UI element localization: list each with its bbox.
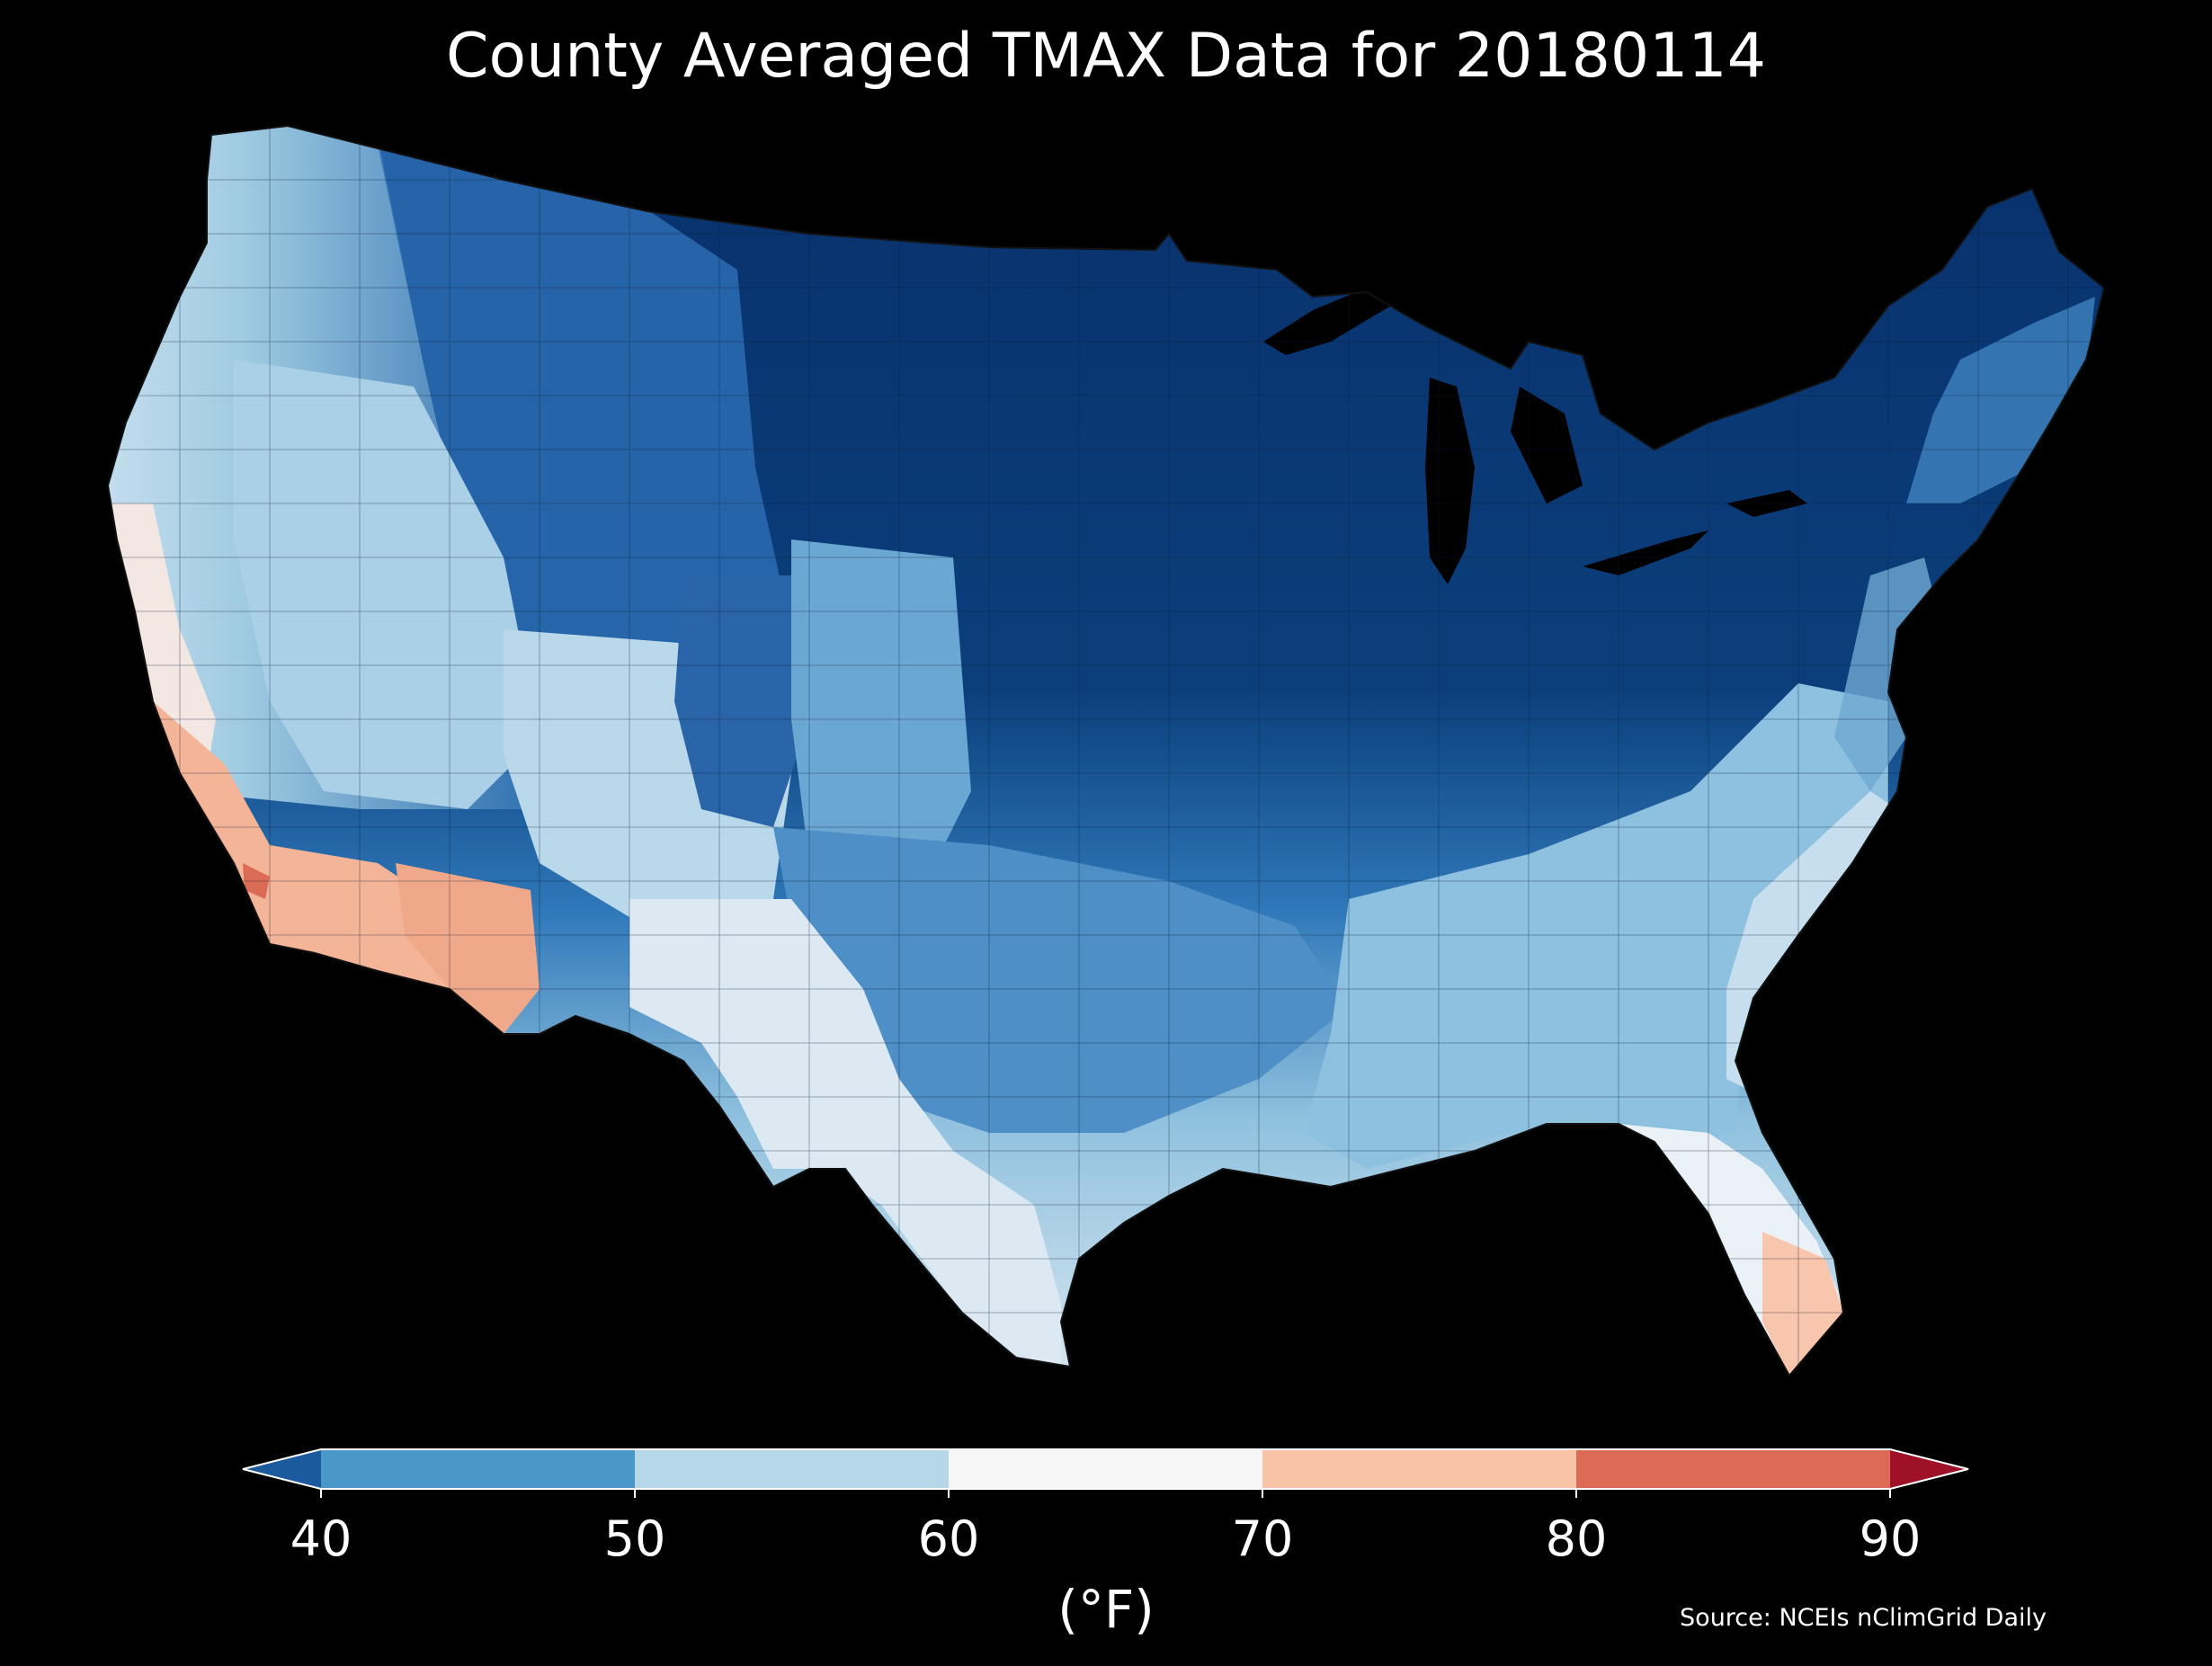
- region-rocky-front: [674, 575, 809, 827]
- colorbar-unit-label: (°F): [1057, 1579, 1155, 1640]
- region-new-england-coast: [1906, 297, 2095, 503]
- colorbar-over-extend: [1890, 1449, 1968, 1489]
- colorbar: 40 50 60 70 80 90: [242, 1448, 1969, 1567]
- county-borders: [108, 126, 2104, 1376]
- choropleth-map: [108, 126, 2104, 1376]
- region-texas-southwest: [629, 899, 1061, 1367]
- lake-ontario: [1726, 490, 1807, 517]
- colorbar-tick-label: 70: [1232, 1510, 1294, 1567]
- colorbar-tick-label: 90: [1860, 1510, 1922, 1567]
- region-la-hotspot: [243, 863, 270, 899]
- colorbar-tick-label: 60: [918, 1510, 980, 1567]
- region-arizona-low-desert: [396, 863, 540, 1034]
- colorbar-under-extend: [243, 1449, 321, 1489]
- source-label: Source: NCEIs nClimGrid Daily: [1680, 1604, 2047, 1632]
- region-great-basin: [234, 360, 540, 809]
- colorbar-bin-60-70: [949, 1449, 1262, 1489]
- colorbar-bin-50-60: [635, 1449, 949, 1489]
- lake-erie: [1583, 530, 1708, 575]
- region-high-plains: [791, 539, 971, 863]
- colorbar-tick-label: 80: [1546, 1510, 1608, 1567]
- colorbar-bin-80-90: [1576, 1449, 1890, 1489]
- lake-huron: [1511, 387, 1583, 503]
- lake-superior: [1263, 288, 1407, 355]
- great-lakes: [1263, 288, 1807, 584]
- colorbar-bin-70-80: [1262, 1449, 1576, 1489]
- region-california-coast: [108, 503, 216, 773]
- lake-michigan: [1425, 378, 1475, 584]
- colorbar-bin-40-50: [321, 1449, 635, 1489]
- map-title: County Averaged TMAX Data for 20180114: [446, 21, 1766, 92]
- colorbar-tick-label: 40: [290, 1510, 352, 1567]
- colorbar-tick-label: 50: [604, 1510, 666, 1567]
- region-southern-plains: [773, 827, 1349, 1133]
- region-south-florida: [1762, 1232, 1843, 1376]
